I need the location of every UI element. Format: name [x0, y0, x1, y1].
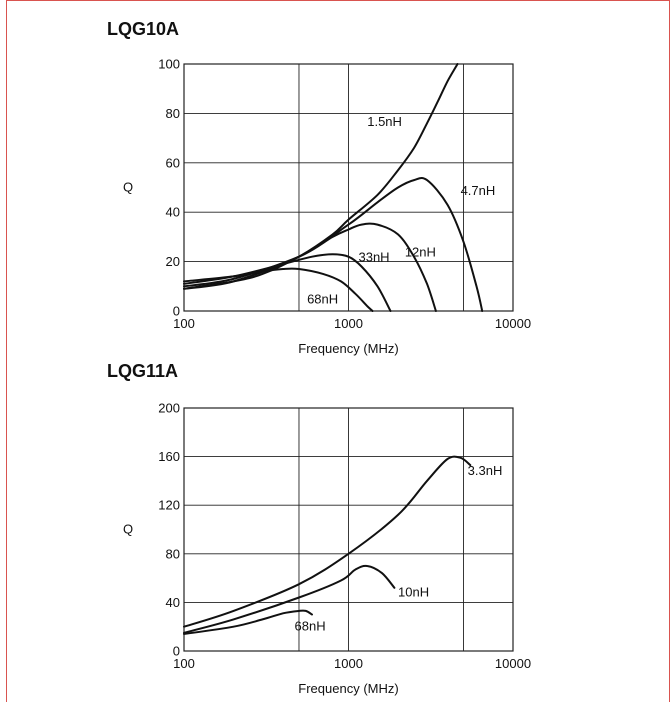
- x-tick-label: 1000: [334, 656, 363, 671]
- y-axis-label: Q: [123, 522, 133, 537]
- series-label: 33nH: [358, 250, 389, 265]
- series-label: 1.5nH: [367, 114, 402, 129]
- y-tick-label: 200: [158, 401, 180, 416]
- y-tick-label: 120: [158, 498, 180, 513]
- x-tick-label: 10000: [495, 656, 531, 671]
- x-tick-label: 100: [173, 316, 195, 331]
- x-axis-label: Frequency (MHz): [298, 681, 398, 696]
- series-line-10nh: [183, 564, 396, 634]
- page-frame: [6, 0, 670, 702]
- y-tick-label: 40: [166, 595, 180, 610]
- y-tick-label: 80: [166, 106, 180, 121]
- series-line-68nh: [183, 609, 313, 635]
- x-tick-label: 1000: [334, 316, 363, 331]
- x-tick-label: 10000: [495, 316, 531, 331]
- series-line-68nh: [183, 267, 374, 312]
- chart-2-title: LQG11A: [107, 361, 179, 381]
- series-label: 12nH: [405, 245, 436, 260]
- y-axis-label: Q: [123, 180, 133, 195]
- y-tick-label: 40: [166, 205, 180, 220]
- y-tick-label: 0: [173, 644, 180, 659]
- series-label: 10nH: [398, 584, 429, 599]
- x-axis-label: Frequency (MHz): [298, 341, 398, 356]
- y-tick-label: 0: [173, 304, 180, 319]
- y-tick-label: 20: [166, 254, 180, 269]
- series-label: 3.3nH: [468, 463, 503, 478]
- series-label: 4.7nH: [461, 183, 496, 198]
- series-label: 68nH: [295, 618, 326, 633]
- x-tick-label: 100: [173, 656, 195, 671]
- series-line-3_3nh: [183, 455, 472, 628]
- y-tick-label: 80: [166, 546, 180, 561]
- y-tick-label: 60: [166, 155, 180, 170]
- chart-1-title: LQG10A: [107, 19, 180, 39]
- y-tick-label: 100: [158, 57, 180, 72]
- series-label: 68nH: [307, 292, 338, 307]
- y-tick-label: 160: [158, 449, 180, 464]
- series-line-1_5nh: [183, 63, 459, 290]
